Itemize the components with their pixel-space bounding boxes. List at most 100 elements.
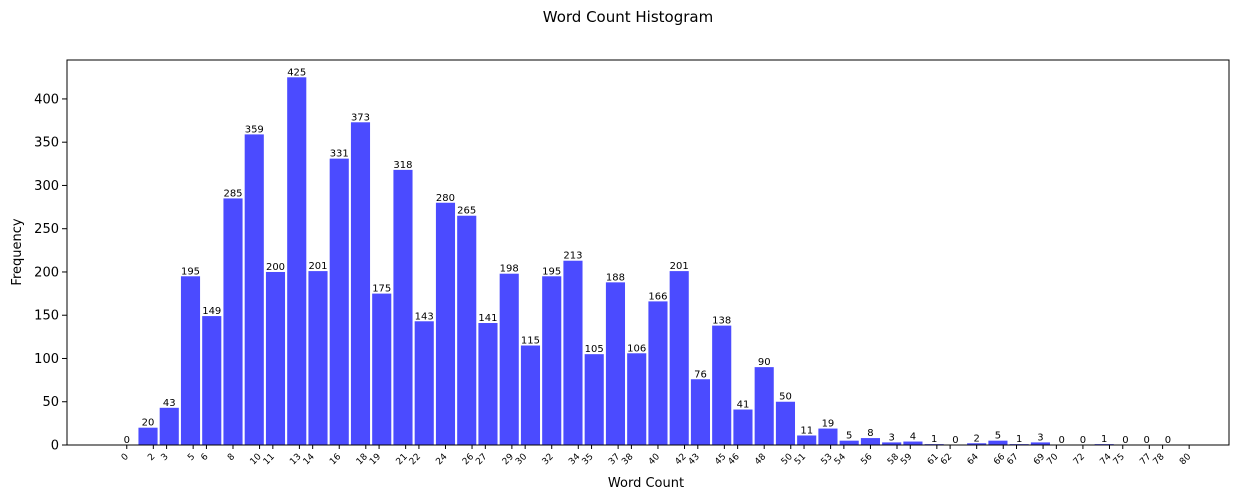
chart-title: Word Count Histogram (543, 8, 713, 26)
bar-14 (414, 321, 434, 445)
bar-18 (499, 273, 519, 445)
data-label-35: 8 (867, 428, 873, 439)
bar-22 (584, 354, 604, 445)
y-tick-label-2: 100 (34, 352, 59, 367)
data-label-24: 106 (627, 343, 646, 354)
x-tick-label-29: 46 (727, 452, 742, 467)
x-tick-label-32: 51 (793, 452, 808, 467)
y-tick-label-5: 250 (34, 222, 59, 237)
data-label-27: 76 (694, 369, 707, 380)
y-tick-label-1: 50 (42, 395, 59, 410)
data-label-45: 0 (1080, 435, 1086, 446)
bar-6 (244, 134, 264, 445)
data-label-9: 201 (308, 261, 327, 272)
y-axis-label: Frequency (10, 218, 25, 285)
y-tick-label-3: 150 (34, 309, 59, 324)
x-axis-label: Word Count (608, 476, 684, 491)
x-tick-label-15: 24 (434, 452, 449, 467)
bar-28 (712, 325, 732, 445)
data-label-41: 5 (995, 431, 1001, 442)
data-label-42: 1 (1016, 434, 1022, 445)
x-tick-label-45: 72 (1072, 452, 1087, 467)
data-label-18: 198 (500, 264, 519, 275)
data-label-8: 425 (287, 67, 306, 78)
bar-37 (903, 441, 923, 445)
bar-15 (435, 202, 456, 445)
data-label-46: 1 (1101, 434, 1107, 445)
data-label-2: 43 (163, 398, 176, 409)
data-label-38: 1 (931, 434, 937, 445)
bars-group (138, 77, 1114, 446)
x-tick-label-35: 56 (859, 452, 874, 467)
y-tick-label-8: 400 (34, 92, 59, 107)
bar-4 (202, 316, 222, 445)
x-tick-label-4: 6 (199, 452, 210, 463)
y-tick-label-7: 350 (34, 136, 59, 151)
data-label-1: 20 (142, 418, 155, 429)
y-tick-label-4: 200 (34, 265, 59, 280)
data-label-36: 3 (889, 432, 895, 443)
x-tick-label-50: 80 (1178, 452, 1193, 467)
x-tick-label-7: 11 (262, 452, 277, 467)
y-tick-label-6: 300 (34, 179, 59, 194)
bar-26 (669, 271, 689, 445)
x-tick-label-12: 19 (368, 452, 383, 467)
data-label-34: 5 (846, 431, 852, 442)
bar-35 (860, 438, 880, 445)
data-label-31: 50 (779, 392, 792, 403)
bar-21 (563, 260, 583, 445)
data-label-43: 3 (1037, 432, 1043, 443)
bar-19 (520, 345, 541, 445)
data-label-49: 0 (1165, 435, 1171, 446)
data-labels-group: 0204319514928535920042520133137317531814… (124, 67, 1172, 446)
bar-34 (839, 440, 859, 445)
y-tick-label-0: 0 (51, 439, 59, 454)
bar-13 (393, 169, 413, 445)
bar-5 (223, 198, 243, 445)
bar-40 (967, 443, 987, 445)
bar-12 (372, 293, 392, 445)
bar-32 (797, 435, 817, 445)
bar-20 (542, 276, 562, 445)
bar-7 (265, 271, 286, 445)
data-label-28: 138 (712, 316, 731, 327)
bar-29 (733, 409, 753, 445)
bar-9 (308, 271, 328, 445)
data-label-48: 0 (1143, 435, 1149, 446)
y-axis: 0 50 100 150 200 250 300 350 400 (34, 92, 67, 454)
x-tick-label-20: 32 (541, 452, 556, 467)
bar-3 (180, 276, 201, 445)
data-label-16: 265 (457, 206, 476, 217)
data-label-13: 318 (393, 160, 412, 171)
x-tick-label-25: 40 (647, 452, 662, 467)
x-tick-label-27: 43 (687, 452, 702, 467)
bar-23 (605, 282, 626, 445)
x-tick-label-37: 59 (899, 452, 914, 467)
data-label-44: 0 (1058, 435, 1064, 446)
data-label-37: 4 (910, 432, 916, 443)
data-label-14: 143 (415, 311, 434, 322)
bar-41 (988, 440, 1008, 445)
data-label-26: 201 (670, 261, 689, 272)
data-label-40: 2 (973, 433, 979, 444)
x-tick-label-10: 16 (328, 452, 343, 467)
data-label-47: 0 (1122, 435, 1128, 446)
data-label-25: 166 (648, 291, 667, 302)
x-tick-label-40: 64 (966, 452, 981, 467)
data-label-3: 195 (181, 266, 200, 277)
data-label-19: 115 (521, 336, 540, 347)
x-tick-label-30: 48 (753, 452, 768, 467)
data-label-6: 359 (245, 124, 264, 135)
bar-27 (690, 379, 711, 445)
data-label-4: 149 (202, 306, 221, 317)
x-tick-label-0: 0 (120, 452, 131, 463)
data-label-39: 0 (952, 435, 958, 446)
plot-frame (66, 59, 1230, 446)
data-label-12: 175 (372, 284, 391, 295)
x-tick-label-14: 22 (408, 452, 423, 467)
data-label-10: 331 (330, 149, 349, 160)
bar-8 (287, 77, 307, 446)
bar-25 (648, 301, 668, 445)
